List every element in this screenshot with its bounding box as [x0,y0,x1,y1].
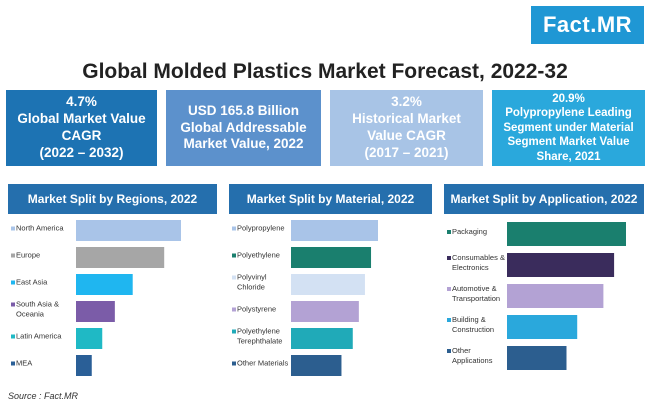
material-chart-panel: Market Split by Material, 2022 Polypropy… [229,184,432,388]
legend-marker [11,361,15,366]
category-label: Latin America [16,332,62,341]
category-label: Polyethylene Terephthalate [237,327,282,346]
legend-marker [232,275,236,280]
application-bar-chart: Packaging Consumables & Electronics Automot… [447,222,626,370]
bar-other-materials [291,355,342,376]
category-label: Polypropylene [237,224,285,233]
kpi-line: Global Addressable [180,119,307,135]
legend-marker [447,287,451,291]
bar-packaging [507,222,626,246]
kpi-line: Global Market Value [17,111,146,127]
legend-marker [232,329,236,334]
regions-bar-chart: North America Europe East Asia South Asia &… [11,220,181,376]
category-label: Other Applications [452,346,493,365]
bar-latin-america [76,328,103,349]
category-label: South Asia & Oceania [16,300,59,319]
bar-building-construction [507,315,578,339]
kpi-line: USD 165.8 Billion [187,102,300,118]
factmr-logo: Fact.MR [531,6,644,44]
legend-marker [232,361,236,366]
legend-marker [232,253,236,258]
kpi-historical-cagr: 3.2% Historical Market Value CAGR (2017 … [330,90,483,166]
kpi-line: 3.2% [391,94,422,110]
regions-chart-panel: Market Split by Regions, 2022 North Amer… [8,184,217,388]
kpi-line: Value CAGR [367,128,446,143]
bar-north-america [76,220,181,241]
category-label: Building & Construction [452,315,494,334]
legend-marker [447,318,451,322]
kpi-line: Share, 2021 [536,150,601,163]
bar-polyethylene [291,247,372,268]
category-label: Other Materials [237,359,289,368]
kpi-line: Segment Market Value [507,136,630,149]
bar-south-asia-oceania [76,301,115,322]
kpi-line: (2017 – 2021) [364,144,449,160]
category-label: East Asia [16,278,48,287]
kpi-line: 20.9% [552,93,585,106]
category-label: Polystyrene [237,305,276,314]
bar-east-asia [76,274,133,295]
legend-marker [232,226,236,231]
bar-other-applications [507,346,567,370]
kpi-line: Polypropylene Leading [505,107,632,120]
application-chart-title: Market Split by Application, 2022 [444,184,644,214]
bar-automotive-transportation [507,284,604,308]
material-bar-chart: Polypropylene Polyethylene Polyvinyl Chlori… [232,220,378,376]
bar-polyethylene-terephthalate [291,328,353,349]
bar-europe [76,247,165,268]
category-label: Consumables & Electronics [452,253,505,272]
application-chart-panel: Market Split by Application, 2022 Packag… [444,184,644,388]
legend-marker [447,230,451,234]
kpi-line: (2022 – 2032) [39,144,124,160]
category-label: Polyvinyl Chloride [237,273,267,292]
legend-marker [11,334,15,339]
bar-polyvinyl-chloride [291,274,365,295]
bar-polypropylene [291,220,378,241]
kpi-line: CAGR [61,128,102,143]
category-label: Polyethylene [237,251,280,260]
bar-polystyrene [291,301,359,322]
bar-consumables-electronics [507,253,615,277]
legend-marker [11,302,15,307]
kpi-line: Historical Market [352,111,461,127]
category-label: MEA [16,359,32,368]
page-title: Global Molded Plastics Market Forecast, … [82,60,568,83]
kpi-market-value: USD 165.8 Billion Global Addressable Mar… [166,90,321,166]
regions-chart-title: Market Split by Regions, 2022 [8,184,217,214]
legend-marker [447,256,451,260]
source-note: Source : Fact.MR [8,391,79,401]
category-label: North America [16,224,64,233]
legend-marker [232,307,236,312]
kpi-leading-segment: 20.9% Polypropylene Leading Segment unde… [492,90,645,166]
category-label: Automotive & Transportation [452,284,500,303]
legend-marker [11,280,15,285]
category-label: Packaging [452,227,487,236]
bar-mea [76,355,92,376]
legend-marker [447,349,451,353]
kpi-line: Segment under Material [503,121,634,134]
category-label: Europe [16,251,40,260]
material-chart-title: Market Split by Material, 2022 [229,184,432,214]
kpi-line: 4.7% [66,94,97,110]
kpi-line: Market Value, 2022 [183,136,304,152]
kpi-forecast-cagr: 4.7% Global Market Value CAGR (2022 – 20… [6,90,157,166]
legend-marker [11,253,15,258]
legend-marker [11,226,15,231]
